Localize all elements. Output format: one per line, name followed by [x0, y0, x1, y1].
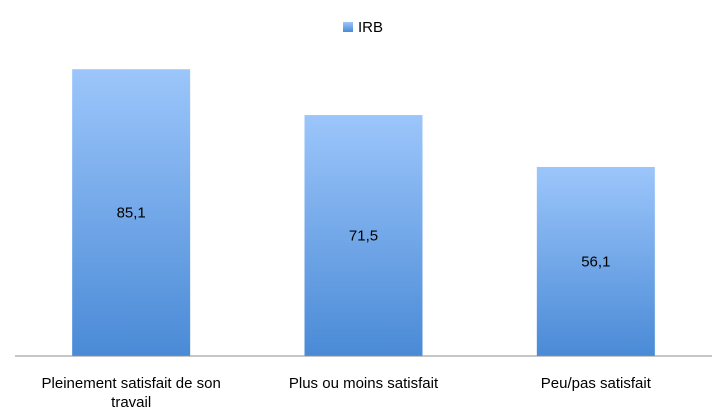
bar-pleinement-satisfait-de-son-travail	[72, 69, 191, 356]
bar-plus-ou-moins-satisfait	[304, 115, 423, 356]
legend-label-irb: IRB	[358, 19, 383, 36]
category-label-plus-ou-moins-satisfait: Plus ou moins satisfait	[289, 375, 439, 392]
value-labels-layer: 85,1 71,5 56,1	[117, 205, 611, 271]
bar-peu-pas-satisfait	[536, 166, 655, 356]
category-label-pleinement-satisfait-de-son-travail: Pleinement satisfait de son travail	[42, 375, 221, 411]
category-labels-layer: Pleinement satisfait de son travail Plus o…	[42, 375, 652, 411]
legend: IRB	[343, 19, 383, 36]
bars-layer	[72, 69, 655, 356]
value-label-plus-ou-moins-satisfait: 71,5	[349, 228, 378, 245]
value-label-peu-pas-satisfait: 56,1	[581, 253, 610, 270]
category-label-peu-pas-satisfait: Peu/pas satisfait	[541, 375, 652, 392]
legend-swatch-irb	[343, 22, 353, 32]
value-label-pleinement-satisfait-de-son-travail: 85,1	[117, 205, 146, 222]
